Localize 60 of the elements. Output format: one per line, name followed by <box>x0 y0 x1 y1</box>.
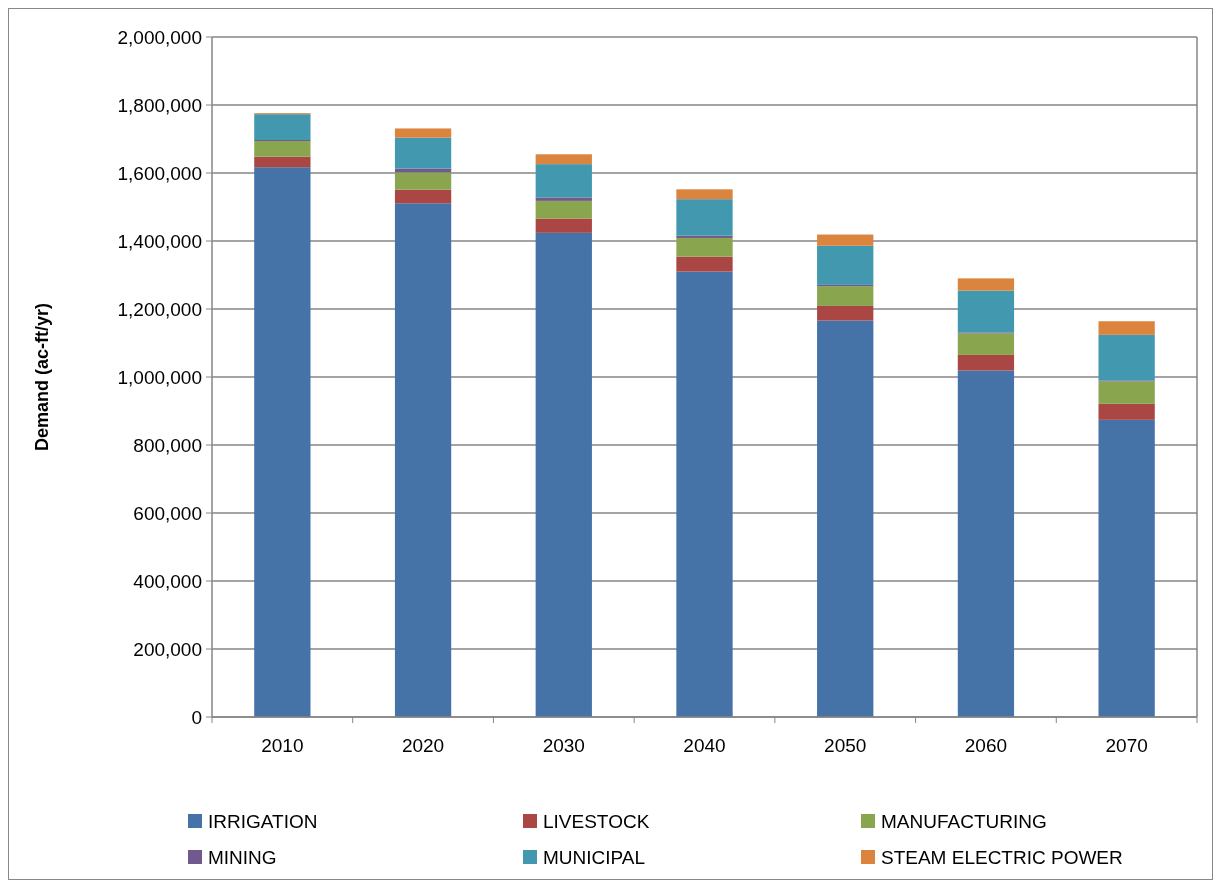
y-tick-label: 2,000,000 <box>117 26 202 48</box>
y-tick-label: 1,400,000 <box>117 230 202 252</box>
y-tick-label: 1,800,000 <box>117 94 202 116</box>
bar <box>1098 419 1155 717</box>
bar <box>394 189 452 204</box>
bar <box>817 234 874 246</box>
bar <box>1098 321 1155 335</box>
bar <box>394 172 452 190</box>
bar <box>817 320 874 717</box>
bar <box>676 237 733 257</box>
bar <box>535 200 592 219</box>
bar <box>254 156 311 168</box>
x-tick-label: 2040 <box>683 735 726 756</box>
bar <box>535 197 592 201</box>
x-tick-label: 2010 <box>261 735 304 756</box>
bar <box>535 218 592 233</box>
bar <box>535 232 592 717</box>
bar <box>1098 403 1155 420</box>
legend-label: LIVESTOCK <box>543 810 650 832</box>
y-tick-label: 400,000 <box>133 570 202 592</box>
x-tick-label: 2060 <box>964 735 1008 756</box>
y-tick-label: 600,000 <box>133 502 202 524</box>
x-tick-label: 2020 <box>401 735 445 756</box>
bar <box>394 137 452 169</box>
legend-label: MANUFACTURING <box>881 810 1047 832</box>
bar <box>957 370 1015 717</box>
bar <box>957 290 1015 333</box>
bar <box>394 128 452 138</box>
bar <box>1098 381 1155 404</box>
bar <box>535 154 592 165</box>
legend-label: MUNICIPAL <box>543 846 646 868</box>
y-tick-label: 0 <box>191 706 202 728</box>
bar <box>957 354 1015 371</box>
bar <box>676 199 733 236</box>
bar <box>254 114 311 141</box>
bar <box>676 189 733 200</box>
y-tick-label: 800,000 <box>133 434 202 456</box>
bar <box>1098 334 1155 381</box>
y-tick-label: 1,200,000 <box>117 298 202 320</box>
y-tick-label: 200,000 <box>133 638 202 660</box>
x-tick-label: 2030 <box>542 735 585 756</box>
x-tick-label: 2050 <box>824 735 867 756</box>
bar <box>676 256 733 272</box>
bar <box>817 286 874 306</box>
y-tick-label: 1,000,000 <box>117 366 202 388</box>
x-tick-label: 2070 <box>1105 735 1148 756</box>
bar <box>957 333 1015 355</box>
bar <box>676 271 733 717</box>
legend-label: STEAM ELECTRIC POWER <box>881 846 1123 868</box>
y-tick-label: 1,600,000 <box>117 162 202 184</box>
bar <box>254 167 311 717</box>
y-axis-title: Demand (ac-ft/yr) <box>32 302 52 452</box>
bar <box>254 141 311 157</box>
bar <box>957 278 1015 291</box>
legend-label: IRRIGATION <box>208 810 318 832</box>
bar <box>394 203 452 717</box>
legend-label: MINING <box>208 846 277 868</box>
bar <box>817 245 874 285</box>
bar <box>817 305 874 321</box>
bar <box>535 164 592 198</box>
